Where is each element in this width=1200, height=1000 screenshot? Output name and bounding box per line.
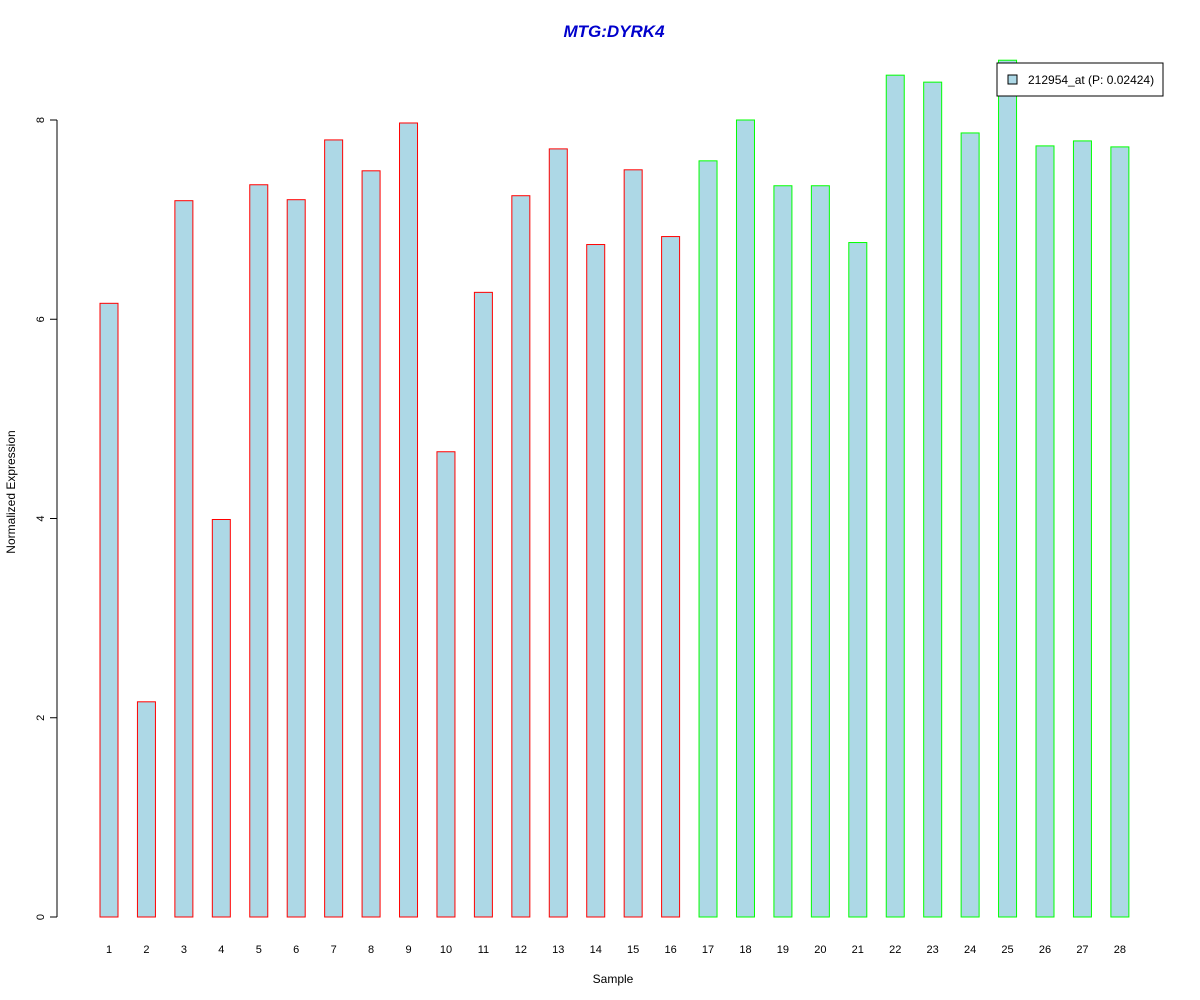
bar-sample-24 [960,132,980,918]
bar-sample-15 [623,169,643,918]
x-tick-label: 1 [106,944,112,956]
bar-sample-20 [810,185,830,918]
y-tick-label: 4 [35,515,47,521]
x-tick-label: 8 [368,944,374,956]
bar-sample-21 [848,242,868,918]
y-tick-label: 8 [35,117,47,123]
y-tick-label: 0 [35,914,47,920]
x-tick-label: 28 [1114,944,1126,956]
x-tick-label: 3 [181,944,187,956]
bar-sample-17 [698,160,718,918]
legend-label: 212954_at (P: 0.02424) [1028,73,1154,87]
bar-sample-28 [1110,146,1130,918]
bar-sample-9 [399,122,419,918]
x-tick-label: 16 [664,944,676,956]
x-axis-label: Sample [593,972,634,986]
x-tick-label: 5 [256,944,262,956]
x-tick-label: 10 [440,944,452,956]
bar-sample-13 [548,148,568,918]
y-tick-label: 2 [35,715,47,721]
x-tick-label: 7 [331,944,337,956]
legend-box [996,62,1164,97]
bar-sample-5 [249,184,269,918]
x-tick-labels: 1 2 3 4 5 6 7 8 9 10 11 12 13 14 15 16 17 18 19 20 21 22 23 24 2… [106,944,1126,956]
y-axis-label: Normalized Expression [4,430,18,553]
x-tick-label: 19 [777,944,789,956]
bar-sample-18 [735,119,755,918]
bar-sample-26 [1035,145,1055,918]
x-tick-label: 11 [478,944,489,956]
x-tick-label: 26 [1039,944,1051,956]
bar-sample-1 [99,302,119,918]
bar-sample-22 [885,74,905,918]
y-tick-label: 6 [35,316,47,322]
bar-sample-10 [436,451,456,918]
x-tick-label: 14 [590,944,602,956]
x-tick-label: 21 [852,944,864,956]
bar-sample-3 [174,200,194,918]
x-tick-label: 13 [552,944,564,956]
x-tick-label: 17 [702,944,714,956]
bar-sample-27 [1072,140,1092,918]
x-tick-label: 15 [627,944,639,956]
x-tick-label: 2 [143,944,149,956]
x-tick-label: 4 [218,944,224,956]
bar-sample-19 [773,185,793,918]
bar-sample-7 [324,139,344,918]
x-tick-label: 22 [889,944,901,956]
bar-sample-23 [923,81,943,918]
bar-sample-11 [473,291,493,918]
x-tick-label: 27 [1076,944,1088,956]
bar-sample-16 [661,236,681,918]
bar-sample-12 [511,195,531,918]
x-tick-label: 25 [1001,944,1013,956]
x-tick-label: 20 [814,944,826,956]
x-tick-label: 24 [964,944,976,956]
x-tick-label: 12 [515,944,527,956]
bar-sample-25 [998,59,1018,918]
bar-sample-8 [361,170,381,918]
bar-sample-6 [286,199,306,918]
bars-group [99,59,1130,918]
legend-swatch [1007,74,1018,85]
x-tick-label: 6 [293,944,299,956]
x-tick-label: 23 [927,944,939,956]
y-axis: 0 2 4 6 8 [35,117,58,920]
x-tick-label: 9 [405,944,411,956]
legend: 212954_at (P: 0.02424) [996,62,1164,97]
bar-sample-4 [211,518,231,918]
bar-sample-14 [586,244,606,918]
x-tick-label: 18 [739,944,751,956]
bar-sample-2 [136,701,156,918]
chart-title: MTG:DYRK4 [563,22,665,41]
